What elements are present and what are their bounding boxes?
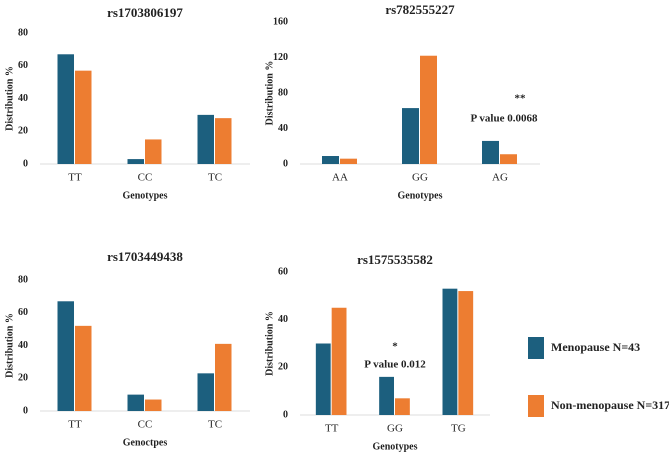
- bar: [379, 376, 394, 415]
- x-tick-label: TT: [68, 172, 82, 184]
- y-axis-label: Distribution %: [264, 61, 275, 126]
- y-tick-label: 40: [278, 123, 288, 134]
- x-axis-label: Genotypes: [373, 441, 418, 452]
- y-tick-label: 20: [18, 373, 28, 384]
- bar: [127, 159, 144, 164]
- y-axis-label: Distribution %: [264, 311, 275, 376]
- bar: [75, 325, 92, 411]
- x-axis-label: Genotypes: [398, 190, 443, 201]
- bar: [482, 140, 499, 164]
- bar: [215, 118, 232, 164]
- y-tick-label: 20: [278, 362, 288, 373]
- bar: [500, 154, 517, 164]
- bar: [215, 343, 232, 411]
- bar: [442, 288, 458, 415]
- y-tick-label: 60: [18, 307, 28, 318]
- bar: [395, 398, 410, 415]
- significance-mark: **: [515, 92, 527, 104]
- chart-title: rs782555227: [385, 2, 455, 17]
- y-tick-label: 40: [18, 93, 28, 104]
- y-tick-label: 0: [283, 409, 288, 420]
- x-tick-label: CC: [138, 419, 153, 431]
- x-tick-label: GG: [387, 423, 403, 435]
- legend-swatch: [528, 395, 544, 417]
- bar: [420, 55, 437, 164]
- x-axis-label: Genotypes: [123, 190, 168, 201]
- x-tick-label: GG: [412, 172, 428, 184]
- y-tick-label: 40: [18, 340, 28, 351]
- bar: [57, 301, 74, 411]
- bar: [57, 54, 74, 164]
- bar: [197, 373, 214, 411]
- y-tick-label: 80: [18, 27, 28, 38]
- x-tick-label: TC: [208, 172, 222, 184]
- chart-title: rs1703806197: [107, 5, 183, 20]
- chart-title: rs1575535582: [357, 252, 433, 267]
- y-tick-label: 60: [18, 60, 28, 71]
- x-tick-label: TT: [325, 423, 339, 435]
- p-value: P value 0.0068: [471, 112, 538, 124]
- y-tick-label: 0: [23, 158, 28, 169]
- y-tick-label: 0: [283, 158, 288, 169]
- bar: [75, 70, 92, 164]
- bar: [458, 291, 474, 415]
- chart-title: rs1703449438: [107, 249, 183, 264]
- bar: [402, 108, 419, 164]
- bar: [145, 399, 162, 411]
- y-tick-label: 80: [278, 87, 288, 98]
- legend-label: Non-menopause N=317: [551, 398, 669, 412]
- legend-swatch: [528, 337, 544, 359]
- x-tick-label: AA: [332, 172, 348, 184]
- y-tick-label: 0: [23, 405, 28, 416]
- legend-label: Menopause N=43: [551, 340, 640, 354]
- y-tick-label: 120: [273, 52, 288, 63]
- p-value: P value 0.012: [364, 358, 426, 370]
- x-tick-label: TT: [68, 419, 82, 431]
- bar: [197, 114, 214, 164]
- bar: [315, 343, 331, 415]
- x-axis-label: Genoctpes: [123, 437, 168, 448]
- x-tick-label: TG: [451, 423, 466, 435]
- bar: [331, 307, 347, 415]
- y-tick-label: 80: [18, 274, 28, 285]
- significance-mark: *: [392, 340, 398, 352]
- y-axis-label: Distribution %: [4, 66, 15, 131]
- bar: [127, 394, 144, 411]
- x-tick-label: AG: [492, 172, 508, 184]
- x-tick-label: TC: [208, 419, 222, 431]
- x-tick-label: CC: [138, 172, 153, 184]
- bar: [145, 139, 162, 164]
- y-tick-label: 160: [273, 16, 288, 27]
- y-tick-label: 20: [18, 126, 28, 137]
- y-tick-label: 40: [278, 314, 288, 325]
- bar: [322, 156, 339, 164]
- bar: [340, 158, 357, 164]
- y-axis-label: Distribution %: [4, 313, 15, 378]
- y-tick-label: 60: [278, 266, 288, 277]
